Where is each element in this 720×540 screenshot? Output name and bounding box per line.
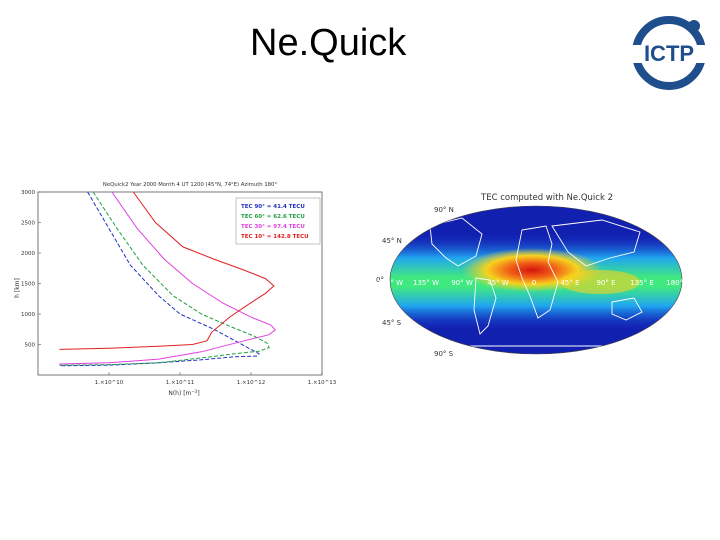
ictp-logo: ICTP — [628, 16, 710, 90]
legend-entry: TEC 30° = 97.4 TECU — [241, 224, 305, 230]
continent-south-america — [473, 277, 497, 335]
continent-north-america — [429, 217, 483, 267]
map-field — [390, 206, 682, 354]
profile-xlabel: N(h) [m−3] — [168, 389, 199, 398]
y-tick-label: 3000 — [21, 190, 35, 196]
logo-text: ICTP — [644, 41, 694, 66]
lat-label-45n: 45° N — [382, 237, 402, 245]
profile-series-line-3 — [59, 191, 275, 350]
lat-label-90s: 90° S — [434, 350, 454, 358]
lat-label-90n: 90° N — [434, 206, 454, 214]
x-tick-label: 1.×10^10 — [95, 380, 124, 386]
logo-dot — [688, 20, 700, 32]
lon-label: 90° E — [596, 279, 615, 287]
lat-label-0: 0° — [376, 276, 384, 284]
continent-asia — [551, 219, 641, 267]
profile-series-line-1 — [59, 191, 270, 366]
map-outline — [389, 205, 683, 355]
tec-world-map: TEC computed with Ne.Quick 2 90° N 45° N… — [376, 193, 690, 358]
profile-series-line-2 — [59, 191, 277, 365]
lat-label-45s: 45° S — [382, 319, 402, 327]
logo-gap — [628, 45, 710, 63]
lon-label: 180° E — [666, 279, 690, 287]
legend-box — [235, 197, 321, 245]
lon-label: 135° W — [413, 279, 439, 287]
profile-title: NeQuick2 Year 2000 Month 4 UT 1200 (45°N… — [103, 182, 278, 188]
map-anomaly-secondary — [560, 270, 640, 294]
lon-label: 45° E — [560, 279, 579, 287]
lon-label: 180° W — [377, 279, 403, 287]
legend-entry: TEC 60° = 62.6 TECU — [241, 214, 305, 220]
profile-ylabel: h [km] — [14, 278, 21, 298]
legend-entry: TEC 90° = 41.4 TECU — [241, 204, 305, 210]
map-title: TEC computed with Ne.Quick 2 — [480, 193, 613, 203]
x-tick-label: 1.×10^12 — [237, 380, 265, 386]
y-tick-label: 2500 — [21, 221, 35, 227]
legend-entry: TEC 10° = 142.8 TECU — [241, 234, 309, 240]
lon-label: 45° W — [487, 279, 509, 287]
x-tick-label: 1.×10^11 — [166, 380, 194, 386]
lon-label: 90° W — [451, 279, 473, 287]
profile-series-line-0 — [59, 191, 260, 367]
y-tick-label: 2000 — [21, 251, 35, 257]
continent-europe-africa — [515, 225, 559, 319]
x-tick-label: 1.×10^13 — [308, 380, 337, 386]
density-profile-chart: NeQuick2 Year 2000 Month 4 UT 1200 (45°N… — [14, 182, 337, 398]
y-tick-label: 500 — [25, 343, 36, 349]
lon-label: 135° E — [630, 279, 654, 287]
y-tick-label: 1500 — [21, 282, 35, 288]
y-tick-label: 1000 — [21, 312, 35, 318]
lon-label: 0 — [532, 279, 536, 287]
slide-title: Ne.Quick — [250, 22, 407, 64]
continent-australia — [611, 297, 643, 321]
